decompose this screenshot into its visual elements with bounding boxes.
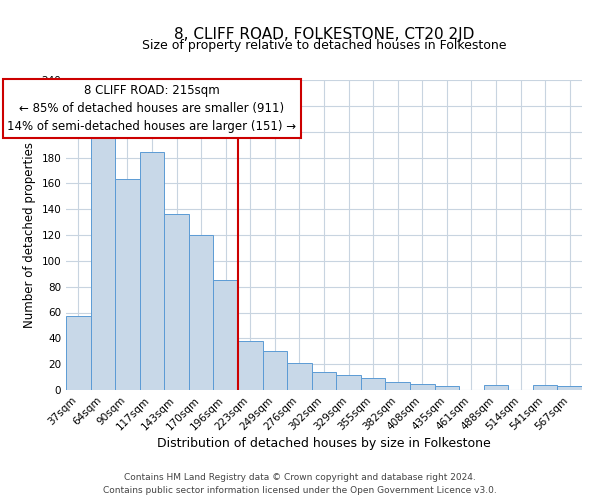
Bar bbox=[410, 384, 434, 390]
X-axis label: Distribution of detached houses by size in Folkestone: Distribution of detached houses by size … bbox=[157, 438, 491, 450]
Bar bbox=[361, 378, 385, 390]
Bar bbox=[434, 386, 459, 390]
Bar bbox=[140, 152, 164, 390]
Bar bbox=[189, 235, 214, 390]
Bar bbox=[287, 363, 312, 390]
Bar bbox=[238, 341, 263, 390]
Y-axis label: Number of detached properties: Number of detached properties bbox=[23, 142, 36, 328]
Bar bbox=[557, 386, 582, 390]
Bar bbox=[484, 385, 508, 390]
Title: Size of property relative to detached houses in Folkestone: Size of property relative to detached ho… bbox=[142, 40, 506, 52]
Text: Contains HM Land Registry data © Crown copyright and database right 2024.
Contai: Contains HM Land Registry data © Crown c… bbox=[103, 474, 497, 495]
Bar bbox=[214, 280, 238, 390]
Bar bbox=[115, 180, 140, 390]
Bar bbox=[312, 372, 336, 390]
Bar bbox=[533, 385, 557, 390]
Bar bbox=[66, 316, 91, 390]
Text: 8 CLIFF ROAD: 215sqm
← 85% of detached houses are smaller (911)
14% of semi-deta: 8 CLIFF ROAD: 215sqm ← 85% of detached h… bbox=[7, 84, 296, 133]
Bar bbox=[336, 374, 361, 390]
Text: 8, CLIFF ROAD, FOLKESTONE, CT20 2JD: 8, CLIFF ROAD, FOLKESTONE, CT20 2JD bbox=[174, 28, 474, 42]
Bar bbox=[164, 214, 189, 390]
Bar bbox=[385, 382, 410, 390]
Bar bbox=[91, 130, 115, 390]
Bar bbox=[263, 351, 287, 390]
